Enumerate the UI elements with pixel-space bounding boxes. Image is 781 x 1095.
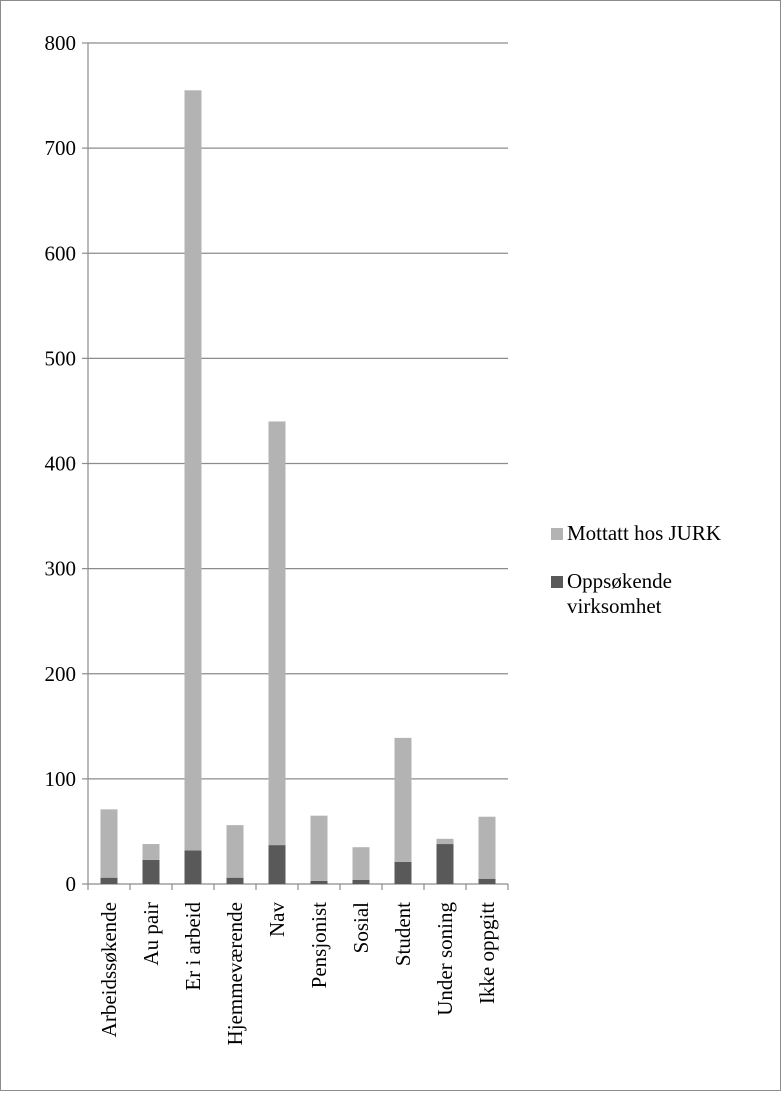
legend-label-oppsokende-line1: Oppsøkende xyxy=(567,569,672,593)
y-tick-label: 100 xyxy=(45,767,77,791)
bar-oppsokende xyxy=(142,859,160,884)
legend-swatch-mottatt xyxy=(551,528,563,540)
x-tick-label: Arbeidssøkende xyxy=(97,902,121,1037)
bar-mottatt xyxy=(394,737,412,862)
y-tick-label: 400 xyxy=(45,452,77,476)
bar-mottatt xyxy=(436,838,454,845)
x-tick-label: Student xyxy=(391,902,415,966)
bar-mottatt xyxy=(184,90,202,851)
x-tick-label: Sosial xyxy=(349,902,373,954)
y-tick-label: 800 xyxy=(45,31,77,55)
bar-mottatt xyxy=(352,847,370,880)
legend-label-mottatt: Mottatt hos JURK xyxy=(567,521,722,545)
y-tick-label: 500 xyxy=(45,346,77,370)
bar-oppsokende xyxy=(394,861,412,884)
axes xyxy=(82,42,509,890)
y-tick-label: 0 xyxy=(66,872,77,896)
bar-oppsokende xyxy=(184,850,202,884)
bar-mottatt xyxy=(226,825,244,878)
x-tick-label: Er i arbeid xyxy=(181,902,205,991)
bar-mottatt xyxy=(142,844,160,860)
legend-label-oppsokende-line2: virksomhet xyxy=(567,594,662,618)
bar-oppsokende xyxy=(310,880,328,884)
bar-oppsokende xyxy=(226,877,244,884)
bar-mottatt xyxy=(478,816,496,879)
bars xyxy=(100,90,496,884)
bar-mottatt xyxy=(310,815,328,881)
x-tick-label: Pensjonist xyxy=(307,902,331,989)
bar-mottatt xyxy=(268,421,286,846)
x-tick-label: Nav xyxy=(265,902,289,937)
legend-label-oppsokende: Oppsøkende virksomhet xyxy=(567,569,777,619)
y-tick-label: 600 xyxy=(45,241,77,265)
x-tick-label: Ikke oppgitt xyxy=(475,902,499,1004)
bar-mottatt xyxy=(100,809,118,878)
legend-swatch-oppsokende xyxy=(551,576,563,588)
gridlines xyxy=(88,42,508,780)
bar-oppsokende xyxy=(352,879,370,884)
x-tick-label: Under soning xyxy=(433,902,457,1016)
y-tick-label: 700 xyxy=(45,136,77,160)
y-tick-label: 200 xyxy=(45,662,77,686)
bar-oppsokende xyxy=(100,877,118,884)
bar-oppsokende xyxy=(478,878,496,884)
y-tick-label: 300 xyxy=(45,557,77,581)
bar-oppsokende xyxy=(268,845,286,884)
x-tick-labels: Arbeidssøkende Au pair Er i arbeid Hjemmevæ… xyxy=(97,902,499,1046)
x-tick-label: Au pair xyxy=(139,902,163,966)
y-tick-labels: 0 100 200 300 400 500 600 700 800 xyxy=(45,31,77,896)
x-tick-label: Hjemmeværende xyxy=(223,902,247,1045)
bar-oppsokende xyxy=(436,844,454,884)
